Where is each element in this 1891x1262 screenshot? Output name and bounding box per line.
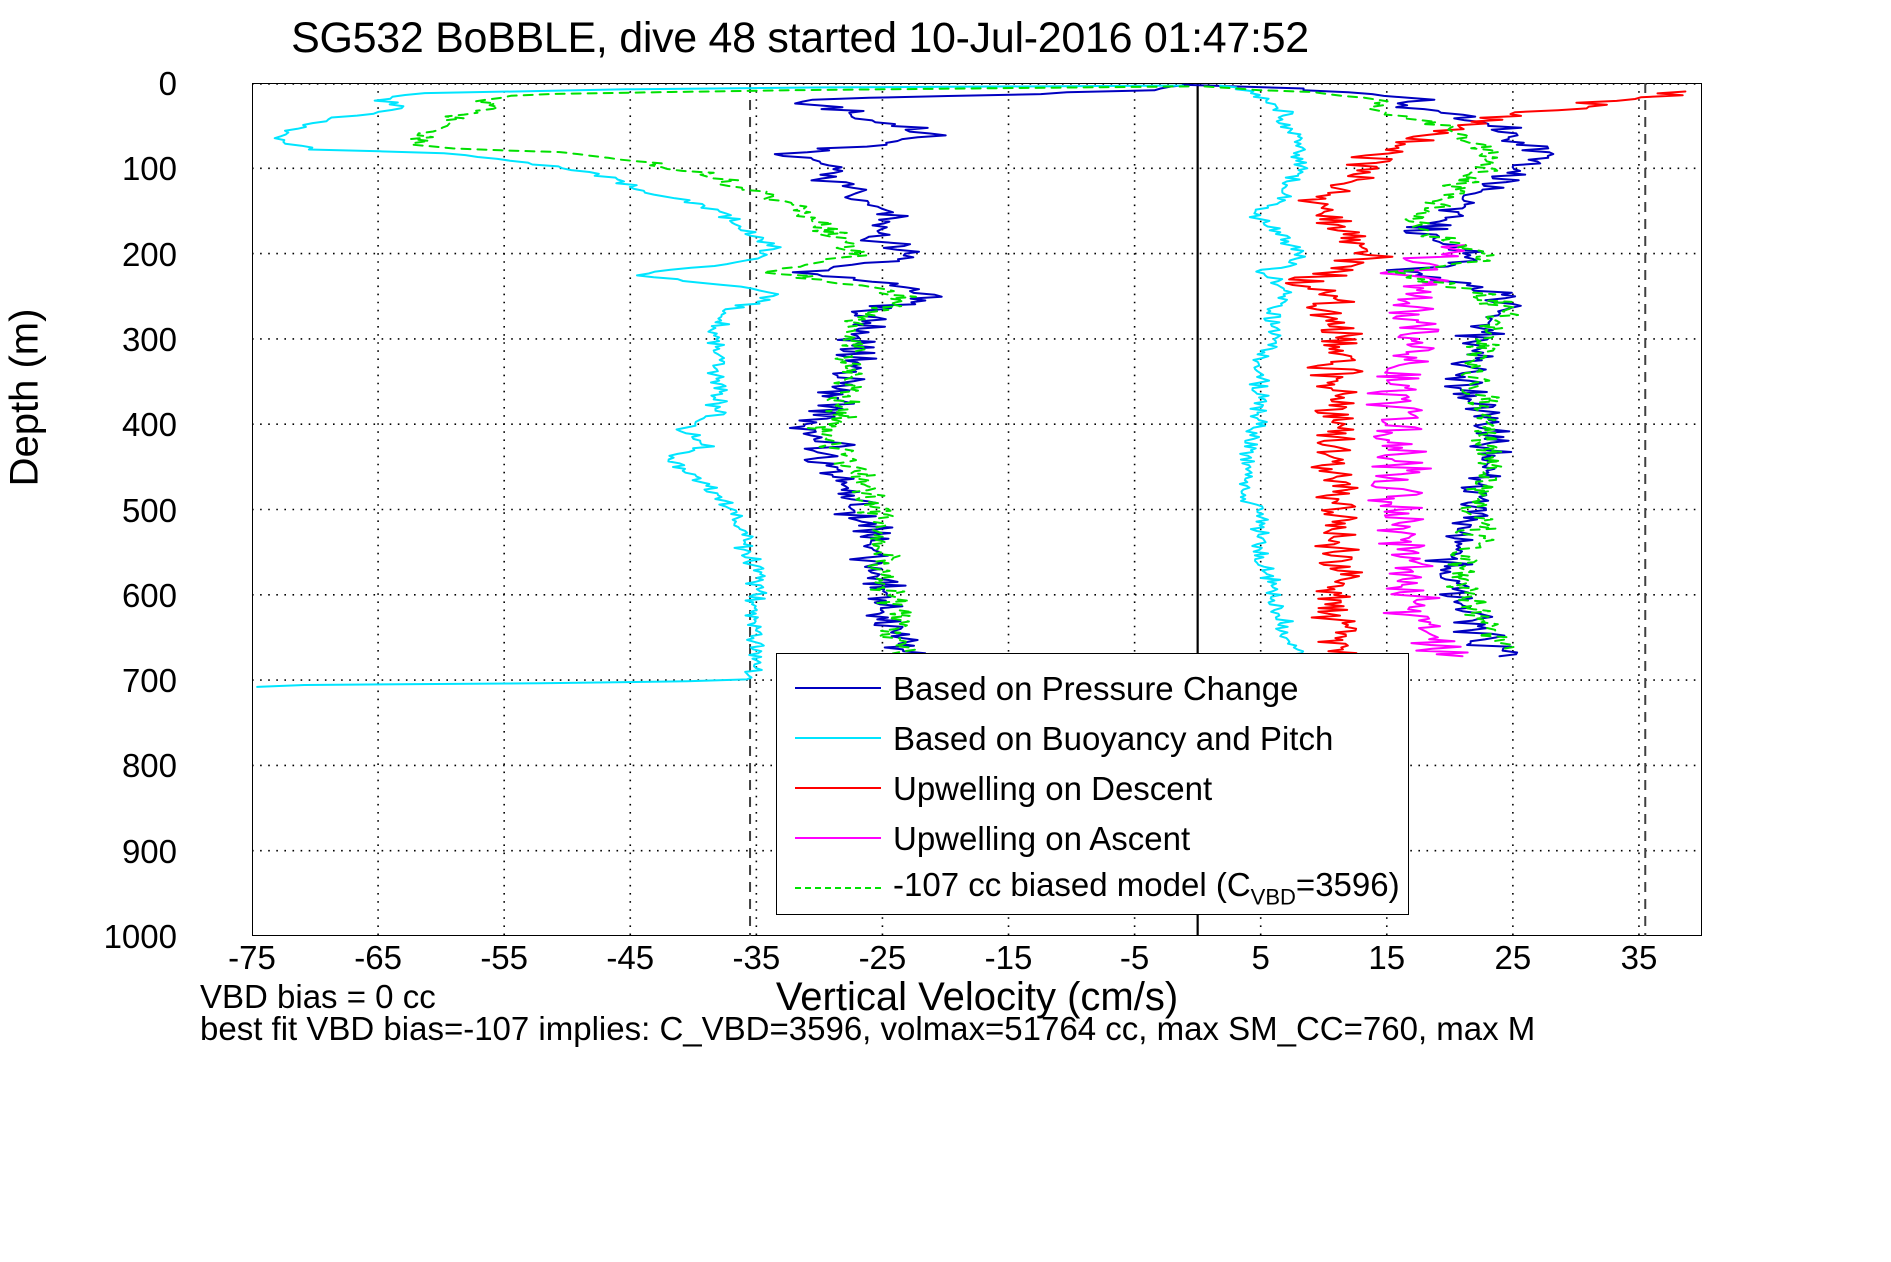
legend-item[interactable]: Upwelling on Ascent — [777, 812, 1408, 864]
y-tick-label: 500 — [121, 491, 177, 529]
legend-item-label: Based on Buoyancy and Pitch — [893, 719, 1334, 757]
legend-color-swatch — [795, 878, 881, 898]
x-tick-label: 5 — [1251, 939, 1270, 976]
x-tick-label: -55 — [480, 939, 529, 976]
x-tick-label: -75 — [228, 939, 276, 976]
y-tick-label: 900 — [121, 832, 177, 870]
legend-color-swatch — [795, 728, 881, 748]
x-tick-label: -35 — [732, 939, 781, 976]
y-tick-label: 1000 — [103, 918, 177, 955]
series-line — [256, 84, 1184, 688]
y-tick-label: 300 — [121, 320, 177, 358]
series-line — [1365, 244, 1469, 658]
legend-item-label: Upwelling on Ascent — [893, 819, 1191, 857]
series-line — [410, 85, 1190, 685]
legend-item[interactable]: Based on Pressure Change — [777, 662, 1408, 714]
legend-item-label: -107 cc biased model (CVBD=3596) — [893, 865, 1400, 910]
series-line — [1219, 84, 1309, 660]
plot-lines — [252, 83, 1702, 936]
y-tick-label: 200 — [121, 235, 177, 273]
legend-item-label: Based on Pressure Change — [893, 669, 1299, 707]
legend-color-swatch — [795, 678, 881, 698]
data-series — [256, 83, 1687, 688]
y-tick-label: 800 — [121, 747, 177, 785]
x-tick-label: 25 — [1494, 939, 1532, 976]
series-line — [1284, 90, 1687, 660]
y-axis-label: Depth (m) — [2, 308, 47, 487]
series-line — [773, 83, 1190, 688]
legend-item[interactable]: Upwelling on Descent — [777, 762, 1408, 814]
y-tick-label: 0 — [158, 65, 177, 102]
legend-subscript: VBD — [1250, 884, 1296, 910]
x-tick-label: -5 — [1119, 939, 1150, 976]
vbd-bias-annotation: VBD bias = 0 cc — [200, 978, 436, 1015]
y-tick-label: 700 — [121, 662, 177, 700]
x-tick-label: 15 — [1368, 939, 1406, 976]
legend: Based on Pressure Change Based on Buoyanc… — [776, 653, 1409, 915]
x-tick-label: -65 — [354, 939, 402, 976]
x-axis-label: Vertical Velocity (cm/s) — [775, 975, 1179, 1019]
legend-item-label: Upwelling on Descent — [893, 769, 1213, 807]
legend-color-swatch — [795, 828, 881, 848]
legend-item[interactable]: -107 cc biased model (CVBD=3596) — [777, 862, 1408, 914]
x-tick-label: -45 — [606, 939, 655, 976]
y-tick-label: 100 — [121, 150, 177, 188]
y-tick-label: 400 — [121, 406, 177, 444]
page-title: SG532 BoBBLE, dive 48 started 10-Jul-201… — [291, 14, 1309, 62]
x-tick-label: -15 — [984, 939, 1033, 976]
series-line — [1203, 85, 1519, 650]
y-tick-label: 600 — [121, 576, 177, 614]
gridlines — [252, 83, 1702, 936]
footer-annotation: best fit VBD bias=-107 implies: C_VBD=35… — [200, 1010, 1536, 1047]
legend-color-swatch — [795, 778, 881, 798]
x-tick-label: 35 — [1620, 939, 1658, 976]
x-tick-label: -25 — [858, 939, 907, 976]
legend-item[interactable]: Based on Buoyancy and Pitch — [777, 712, 1408, 764]
